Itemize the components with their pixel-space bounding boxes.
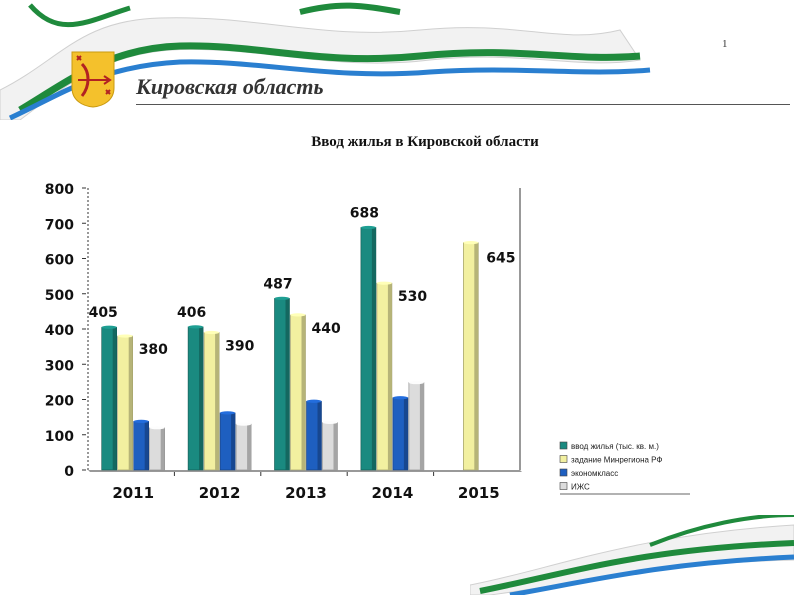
bar-cap-2-3 <box>392 396 408 400</box>
legend-swatch <box>559 455 568 463</box>
legend-swatch <box>559 482 568 490</box>
bar-shade-2-1 <box>231 412 236 470</box>
bar-shade-1-3 <box>387 283 392 470</box>
data-label-0-0: 405 <box>89 305 118 321</box>
bar-cap-2-0 <box>133 419 149 423</box>
bar-shade-1-0 <box>128 336 133 470</box>
data-label-0-1: 406 <box>177 305 206 321</box>
legend-entry: экономкласс <box>571 469 618 478</box>
x-tick-label: 2013 <box>285 484 327 502</box>
bar-shade-3-1 <box>247 424 252 470</box>
bar-cap-0-2 <box>274 296 290 300</box>
bar-cap-3-2 <box>322 420 338 425</box>
bar-shade-3-0 <box>160 427 165 470</box>
data-label-1-1: 390 <box>225 339 254 355</box>
y-tick-label: 200 <box>45 394 74 410</box>
data-label-1-0: 380 <box>139 342 168 358</box>
data-label-1-4: 645 <box>486 251 515 267</box>
data-label-0-2: 487 <box>263 276 292 292</box>
y-tick-label: 0 <box>64 464 74 480</box>
bar-cap-3-1 <box>236 422 252 426</box>
bar-shade-0-0 <box>112 327 117 470</box>
bar-cap-1-1 <box>204 330 220 335</box>
y-tick-label: 700 <box>45 217 74 233</box>
y-tick-label: 600 <box>45 253 74 269</box>
y-tick-label: 800 <box>45 182 74 198</box>
header-divider <box>136 104 790 105</box>
x-tick-label: 2015 <box>458 484 500 502</box>
bar-shade-0-2 <box>285 298 290 470</box>
data-label-1-2: 440 <box>312 321 341 337</box>
bar-cap-3-0 <box>149 426 165 430</box>
bar-cap-1-3 <box>376 281 392 285</box>
y-tick-label: 100 <box>45 429 74 445</box>
bar-cap-1-2 <box>290 313 306 317</box>
x-tick-label: 2012 <box>199 484 241 502</box>
x-tick-label: 2011 <box>112 484 154 502</box>
y-tick-label: 300 <box>45 358 74 374</box>
bar-cap-0-1 <box>188 325 204 329</box>
legend-swatch <box>559 468 568 477</box>
y-tick-label: 400 <box>45 323 74 339</box>
legend-entry: ИЖС <box>571 483 590 492</box>
bar-cap-3-3 <box>408 380 424 385</box>
bar-cap-0-3 <box>360 225 376 230</box>
bar-shade-1-1 <box>215 332 220 470</box>
bar-cap-1-4 <box>463 241 479 245</box>
bar-shade-1-2 <box>301 314 306 470</box>
bar-shade-2-3 <box>403 397 408 470</box>
x-tick-label: 2014 <box>372 484 414 502</box>
bar-cap-1-0 <box>117 334 133 338</box>
chart-floor <box>88 470 522 472</box>
legend-swatch <box>559 441 568 450</box>
coat-of-arms-icon <box>71 51 115 108</box>
bar-cap-2-1 <box>220 411 236 415</box>
bar-shade-1-4 <box>474 242 479 470</box>
bar-cap-0-0 <box>101 325 117 329</box>
bar-shade-2-2 <box>317 401 322 470</box>
bar-cap-2-2 <box>306 399 322 403</box>
page-number: 1 <box>722 38 728 50</box>
legend-entry: задание Минрегиона РФ <box>571 456 663 465</box>
bar-shade-2-0 <box>144 421 149 470</box>
data-label-0-3: 688 <box>350 205 379 221</box>
data-label-1-3: 530 <box>398 289 427 305</box>
bottom-ribbon-decoration <box>470 515 794 595</box>
bar-shade-0-3 <box>371 227 376 470</box>
region-title: Кировская область <box>136 74 324 99</box>
chart-title: Ввод жилья в Кировской области <box>311 134 539 150</box>
legend-entry: ввод жилья (тыс. кв. м.) <box>571 442 659 451</box>
y-tick-label: 500 <box>45 288 74 304</box>
bar-shade-0-1 <box>199 326 204 470</box>
bar-shade-3-3 <box>419 382 424 470</box>
bar-shade-3-2 <box>333 422 338 470</box>
